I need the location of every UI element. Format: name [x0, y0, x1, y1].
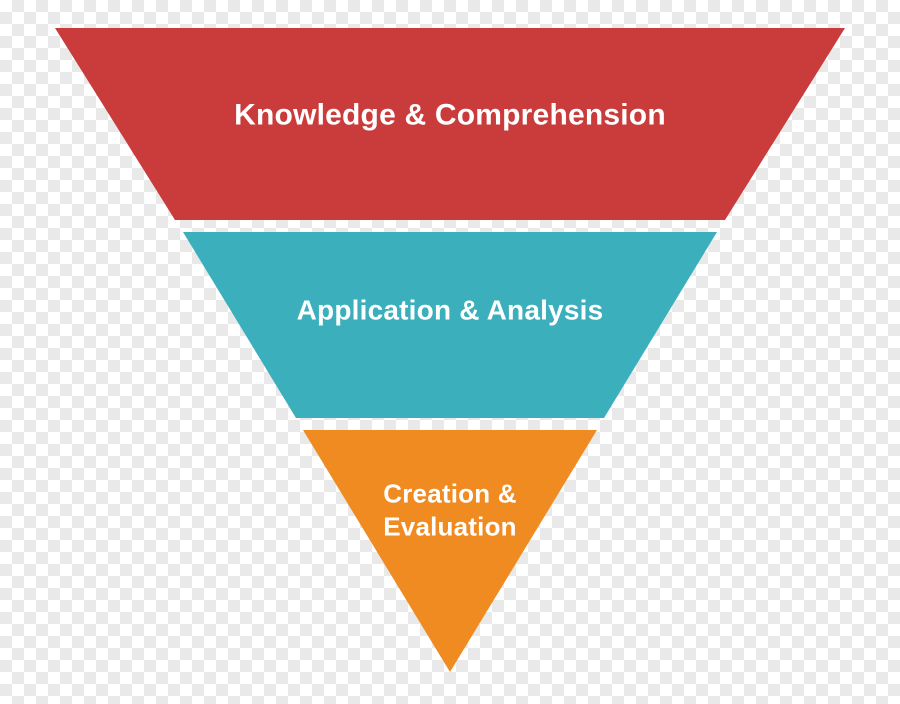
funnel-diagram: Knowledge & Comprehension Application & … — [0, 0, 900, 704]
segment-bottom — [303, 430, 597, 672]
label-middle: Application & Analysis — [297, 293, 604, 328]
label-top: Knowledge & Comprehension — [234, 96, 666, 134]
label-bottom: Creation & Evaluation — [383, 478, 516, 543]
